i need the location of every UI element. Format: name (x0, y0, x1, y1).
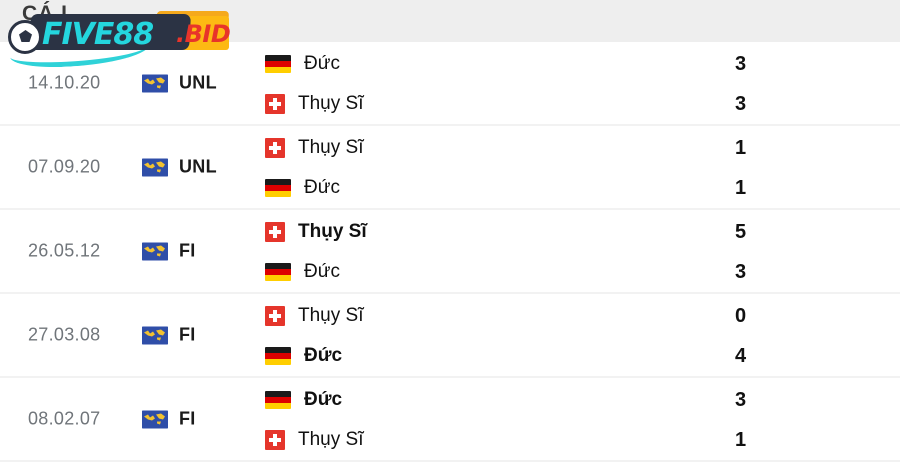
home-score-line: 3 (735, 388, 746, 412)
match-date: 07.09.20 (28, 156, 101, 177)
soccer-ball-icon (8, 20, 42, 54)
home-team-line: Đức (265, 52, 363, 76)
home-score-line: 5 (735, 220, 746, 244)
away-team-line: Đức (265, 344, 363, 368)
home-score: 1 (735, 136, 747, 159)
table-row[interactable]: 08.02.07 FI Đức Thụy Sĩ 3 1 (0, 378, 900, 462)
match-date: 08.02.07 (28, 408, 101, 429)
flag-switzerland-icon (265, 94, 285, 114)
away-score: 3 (735, 260, 747, 283)
world-map-icon (142, 74, 168, 92)
away-team-line: Thụy Sĩ (265, 428, 363, 452)
home-team-name: Thụy Sĩ (298, 137, 364, 158)
competition-label: UNL (179, 72, 217, 93)
match-date: 14.10.20 (28, 72, 101, 93)
scores-cell: 3 1 (735, 378, 746, 462)
away-score-line: 4 (735, 344, 746, 368)
logo-brand-name: FIVE88 (42, 17, 154, 52)
scores-cell: 1 1 (735, 126, 746, 210)
teams-cell: Thụy Sĩ Đức (265, 126, 363, 210)
flag-switzerland-icon (265, 138, 285, 158)
site-watermark-logo[interactable]: FIVE88 .BID (6, 8, 236, 70)
table-row[interactable]: 27.03.08 FI Thụy Sĩ Đức 0 4 (0, 294, 900, 378)
home-score: 3 (735, 52, 747, 75)
home-score-line: 3 (735, 52, 746, 76)
competition-label: FI (179, 240, 196, 261)
home-team-name: Thụy Sĩ (298, 305, 364, 326)
home-team-name: Đức (304, 53, 340, 74)
away-team-line: Đức (265, 176, 363, 200)
flag-switzerland-icon (265, 306, 285, 326)
scores-cell: 3 3 (735, 42, 746, 126)
scores-cell: 5 3 (735, 210, 746, 294)
world-map-icon (142, 410, 168, 428)
teams-cell: Đức Thụy Sĩ (265, 378, 363, 462)
flag-germany-icon (265, 263, 291, 281)
table-row[interactable]: 14.10.20 UNL Đức Thụy Sĩ 3 3 (0, 42, 900, 126)
scores-cell: 0 4 (735, 294, 746, 378)
world-map-icon (142, 326, 168, 344)
match-date: 26.05.12 (28, 240, 101, 261)
competition-cell: FI (142, 241, 196, 262)
competition-cell: UNL (142, 157, 217, 178)
away-score: 1 (735, 428, 747, 451)
home-score-line: 1 (735, 136, 746, 160)
home-team-line: Thụy Sĩ (265, 220, 367, 244)
home-team-line: Thụy Sĩ (265, 304, 363, 328)
away-score-line: 1 (735, 176, 746, 200)
table-row[interactable]: 26.05.12 FI Thụy Sĩ Đức 5 3 (0, 210, 900, 294)
away-score-line: 3 (735, 260, 746, 284)
logo-tld-label: .BID (176, 20, 231, 48)
away-team-name: Thụy Sĩ (298, 93, 364, 114)
away-score: 1 (735, 176, 747, 199)
home-team-line: Thụy Sĩ (265, 136, 363, 160)
away-team-name: Thụy Sĩ (298, 429, 364, 450)
competition-cell: FI (142, 325, 196, 346)
competition-label: FI (179, 324, 196, 345)
world-map-icon (142, 242, 168, 260)
home-score-line: 0 (735, 304, 746, 328)
away-score-line: 3 (735, 92, 746, 116)
home-team-name: Đức (304, 389, 343, 410)
home-score: 5 (735, 220, 747, 243)
home-team-name: Thụy Sĩ (298, 221, 367, 242)
away-team-line: Thụy Sĩ (265, 92, 363, 116)
table-row[interactable]: 07.09.20 UNL Thụy Sĩ Đức 1 1 (0, 126, 900, 210)
teams-cell: Đức Thụy Sĩ (265, 42, 363, 126)
home-score: 0 (735, 304, 747, 327)
away-score-line: 1 (735, 428, 746, 452)
away-team-name: Đức (304, 177, 340, 198)
away-score: 4 (735, 344, 747, 367)
flag-germany-icon (265, 391, 291, 409)
away-team-name: Đức (304, 345, 343, 366)
teams-cell: Thụy Sĩ Đức (265, 294, 363, 378)
flag-germany-icon (265, 179, 291, 197)
away-team-line: Đức (265, 260, 367, 284)
flag-germany-icon (265, 55, 291, 73)
teams-cell: Thụy Sĩ Đức (265, 210, 367, 294)
competition-cell: FI (142, 409, 196, 430)
competition-label: FI (179, 408, 196, 429)
match-date: 27.03.08 (28, 324, 101, 345)
home-score: 3 (735, 388, 747, 411)
flag-switzerland-icon (265, 430, 285, 450)
world-map-icon (142, 158, 168, 176)
away-team-name: Đức (304, 261, 340, 282)
home-team-line: Đức (265, 388, 363, 412)
away-score: 3 (735, 92, 747, 115)
head-to-head-match-table: 14.10.20 UNL Đức Thụy Sĩ 3 3 (0, 42, 900, 462)
competition-label: UNL (179, 156, 217, 177)
flag-switzerland-icon (265, 222, 285, 242)
competition-cell: UNL (142, 73, 217, 94)
flag-germany-icon (265, 347, 291, 365)
